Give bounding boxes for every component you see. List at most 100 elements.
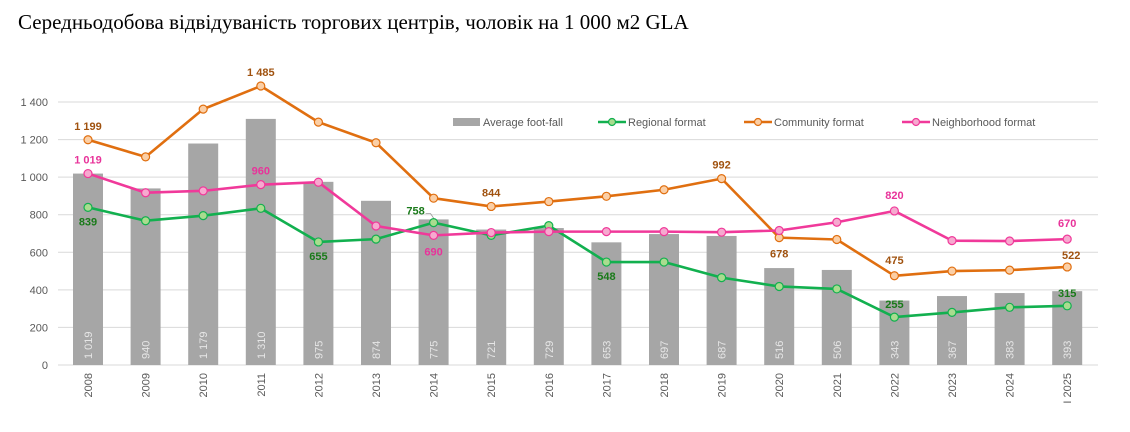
data-point xyxy=(601,227,612,237)
data-point xyxy=(544,227,554,237)
data-point xyxy=(601,257,612,267)
data-point xyxy=(832,217,842,227)
x-tick-label: 2019 xyxy=(717,373,729,397)
legend-marker xyxy=(911,117,921,127)
label-leader xyxy=(425,213,435,220)
data-point xyxy=(947,266,957,276)
x-tick-label: 2021 xyxy=(832,373,844,397)
bar-label: 697 xyxy=(659,341,671,359)
y-tick-label: 1 400 xyxy=(20,97,48,109)
data-point xyxy=(774,225,784,236)
series-line xyxy=(87,206,1068,319)
data-point xyxy=(774,281,784,292)
bar-label: 729 xyxy=(544,341,556,359)
data-point xyxy=(544,196,554,207)
data-point xyxy=(429,230,439,240)
bar xyxy=(130,188,161,365)
data-point xyxy=(947,236,957,246)
legend-label: Community format xyxy=(774,117,864,129)
bar-label: 343 xyxy=(889,341,901,359)
legend-label: Regional format xyxy=(628,117,706,129)
data-point xyxy=(256,180,266,190)
data-point xyxy=(256,203,266,213)
data-point xyxy=(198,211,208,221)
data-label: 475 xyxy=(885,255,903,267)
data-label: 839 xyxy=(79,216,97,228)
data-point xyxy=(1062,234,1072,244)
data-point xyxy=(256,81,266,91)
data-point xyxy=(83,168,93,179)
data-label: 522 xyxy=(1062,250,1080,262)
data-point xyxy=(889,206,900,216)
data-point xyxy=(659,227,669,237)
data-label: 960 xyxy=(252,166,270,178)
data-point xyxy=(371,138,381,148)
x-tick-label: 2012 xyxy=(313,373,325,397)
data-label: 820 xyxy=(885,190,903,202)
data-point xyxy=(601,191,612,201)
data-point xyxy=(429,193,439,203)
data-point xyxy=(429,218,439,228)
data-point xyxy=(889,312,900,322)
bar-label: 775 xyxy=(429,341,441,359)
data-label: 255 xyxy=(885,299,903,311)
data-point xyxy=(83,135,93,145)
series-line xyxy=(87,84,1068,278)
bar-label: 393 xyxy=(1062,341,1074,359)
bar-label: 506 xyxy=(832,341,844,359)
data-label: 1 485 xyxy=(247,67,275,79)
bar-label: 687 xyxy=(717,341,729,359)
data-point xyxy=(313,177,323,187)
y-tick-label: 1 200 xyxy=(20,135,48,147)
data-point xyxy=(371,221,381,231)
bar-label: 721 xyxy=(486,341,498,359)
bar-label: 1 019 xyxy=(83,331,95,359)
legend-swatch xyxy=(453,118,480,126)
data-point xyxy=(198,186,208,196)
y-tick-label: 0 xyxy=(42,360,48,372)
x-tick-label: 2022 xyxy=(889,373,901,397)
x-tick-label: 2014 xyxy=(429,373,441,397)
bar-label: 516 xyxy=(774,341,786,359)
x-tick-label: I 2025 xyxy=(1062,373,1074,404)
data-point xyxy=(1062,262,1072,272)
data-point xyxy=(313,237,323,247)
data-point xyxy=(486,227,496,238)
data-label: 548 xyxy=(597,271,615,283)
y-tick-label: 200 xyxy=(30,322,48,334)
x-tick-label: 2008 xyxy=(83,373,95,397)
chart-title: Середньодобова відвідуваність торгових ц… xyxy=(18,10,689,34)
data-point xyxy=(716,273,727,283)
data-point xyxy=(486,201,496,212)
bar xyxy=(188,143,219,365)
bar xyxy=(303,181,334,365)
data-point xyxy=(141,216,151,226)
data-point xyxy=(1062,301,1072,311)
data-label: 315 xyxy=(1058,288,1076,300)
data-point xyxy=(832,284,842,294)
data-point xyxy=(141,152,151,162)
data-label: 678 xyxy=(770,249,788,261)
y-tick-label: 800 xyxy=(30,210,48,222)
bar-label: 1 310 xyxy=(256,331,268,359)
x-tick-label: 2013 xyxy=(371,373,383,397)
legend-marker xyxy=(607,117,617,127)
data-point xyxy=(371,234,381,244)
data-point xyxy=(1004,236,1015,246)
y-tick-label: 1 000 xyxy=(20,172,48,184)
data-label: 1 019 xyxy=(74,155,102,167)
data-label: 670 xyxy=(1058,218,1076,230)
data-point xyxy=(141,188,151,198)
data-point xyxy=(716,174,727,184)
bar-label: 874 xyxy=(371,341,383,359)
data-label: 992 xyxy=(712,160,730,172)
bar xyxy=(245,118,276,366)
bar xyxy=(706,235,737,365)
x-tick-label: 2015 xyxy=(486,373,498,397)
data-label: 690 xyxy=(424,246,442,258)
bar xyxy=(476,229,507,365)
bar xyxy=(937,296,967,365)
data-point xyxy=(716,227,727,237)
bar xyxy=(418,219,449,365)
